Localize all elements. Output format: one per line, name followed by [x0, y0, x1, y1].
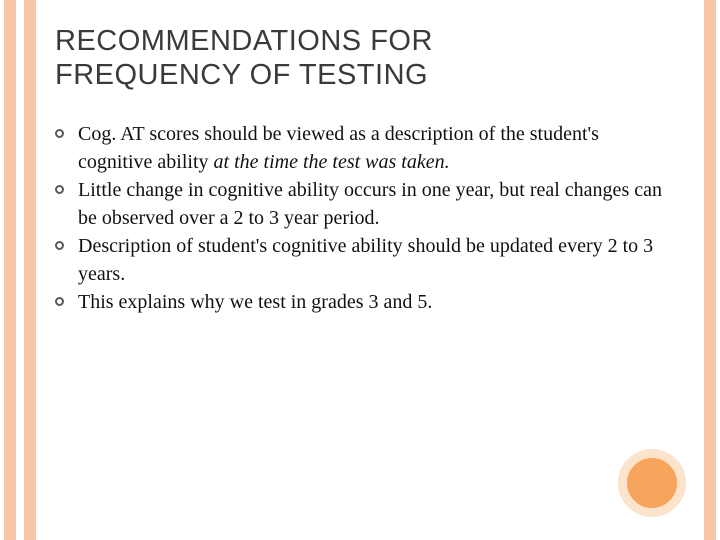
decor-stripe-left-1: [4, 0, 16, 540]
decor-stripe-right: [704, 0, 716, 540]
decor-stripe-left-2: [24, 0, 36, 540]
list-item: Description of student's cognitive abili…: [55, 232, 665, 288]
slide: RECOMMENDATIONS FOR FREQUENCY OF TESTING…: [0, 0, 720, 540]
bullet-text: Description of student's cognitive abili…: [78, 232, 665, 288]
title-line-1: RECOMMENDATIONS FOR: [55, 25, 433, 57]
list-item: This explains why we test in grades 3 an…: [55, 288, 665, 316]
slide-title: RECOMMENDATIONS FOR FREQUENCY OF TESTING: [55, 24, 433, 92]
bullet-icon: [55, 129, 64, 138]
list-item: Cog. AT scores should be viewed as a des…: [55, 120, 665, 176]
list-item: Little change in cognitive ability occur…: [55, 176, 665, 232]
bullet-icon: [55, 241, 64, 250]
bullet-icon: [55, 185, 64, 194]
bullet-text: Little change in cognitive ability occur…: [78, 176, 665, 232]
bullet-icon: [55, 297, 64, 306]
decor-circle-icon: [618, 449, 686, 517]
bullet-text: Cog. AT scores should be viewed as a des…: [78, 120, 665, 176]
bullet-text: This explains why we test in grades 3 an…: [78, 288, 665, 316]
bullet-list: Cog. AT scores should be viewed as a des…: [55, 120, 665, 316]
title-line-2: FREQUENCY OF TESTING: [55, 59, 428, 91]
